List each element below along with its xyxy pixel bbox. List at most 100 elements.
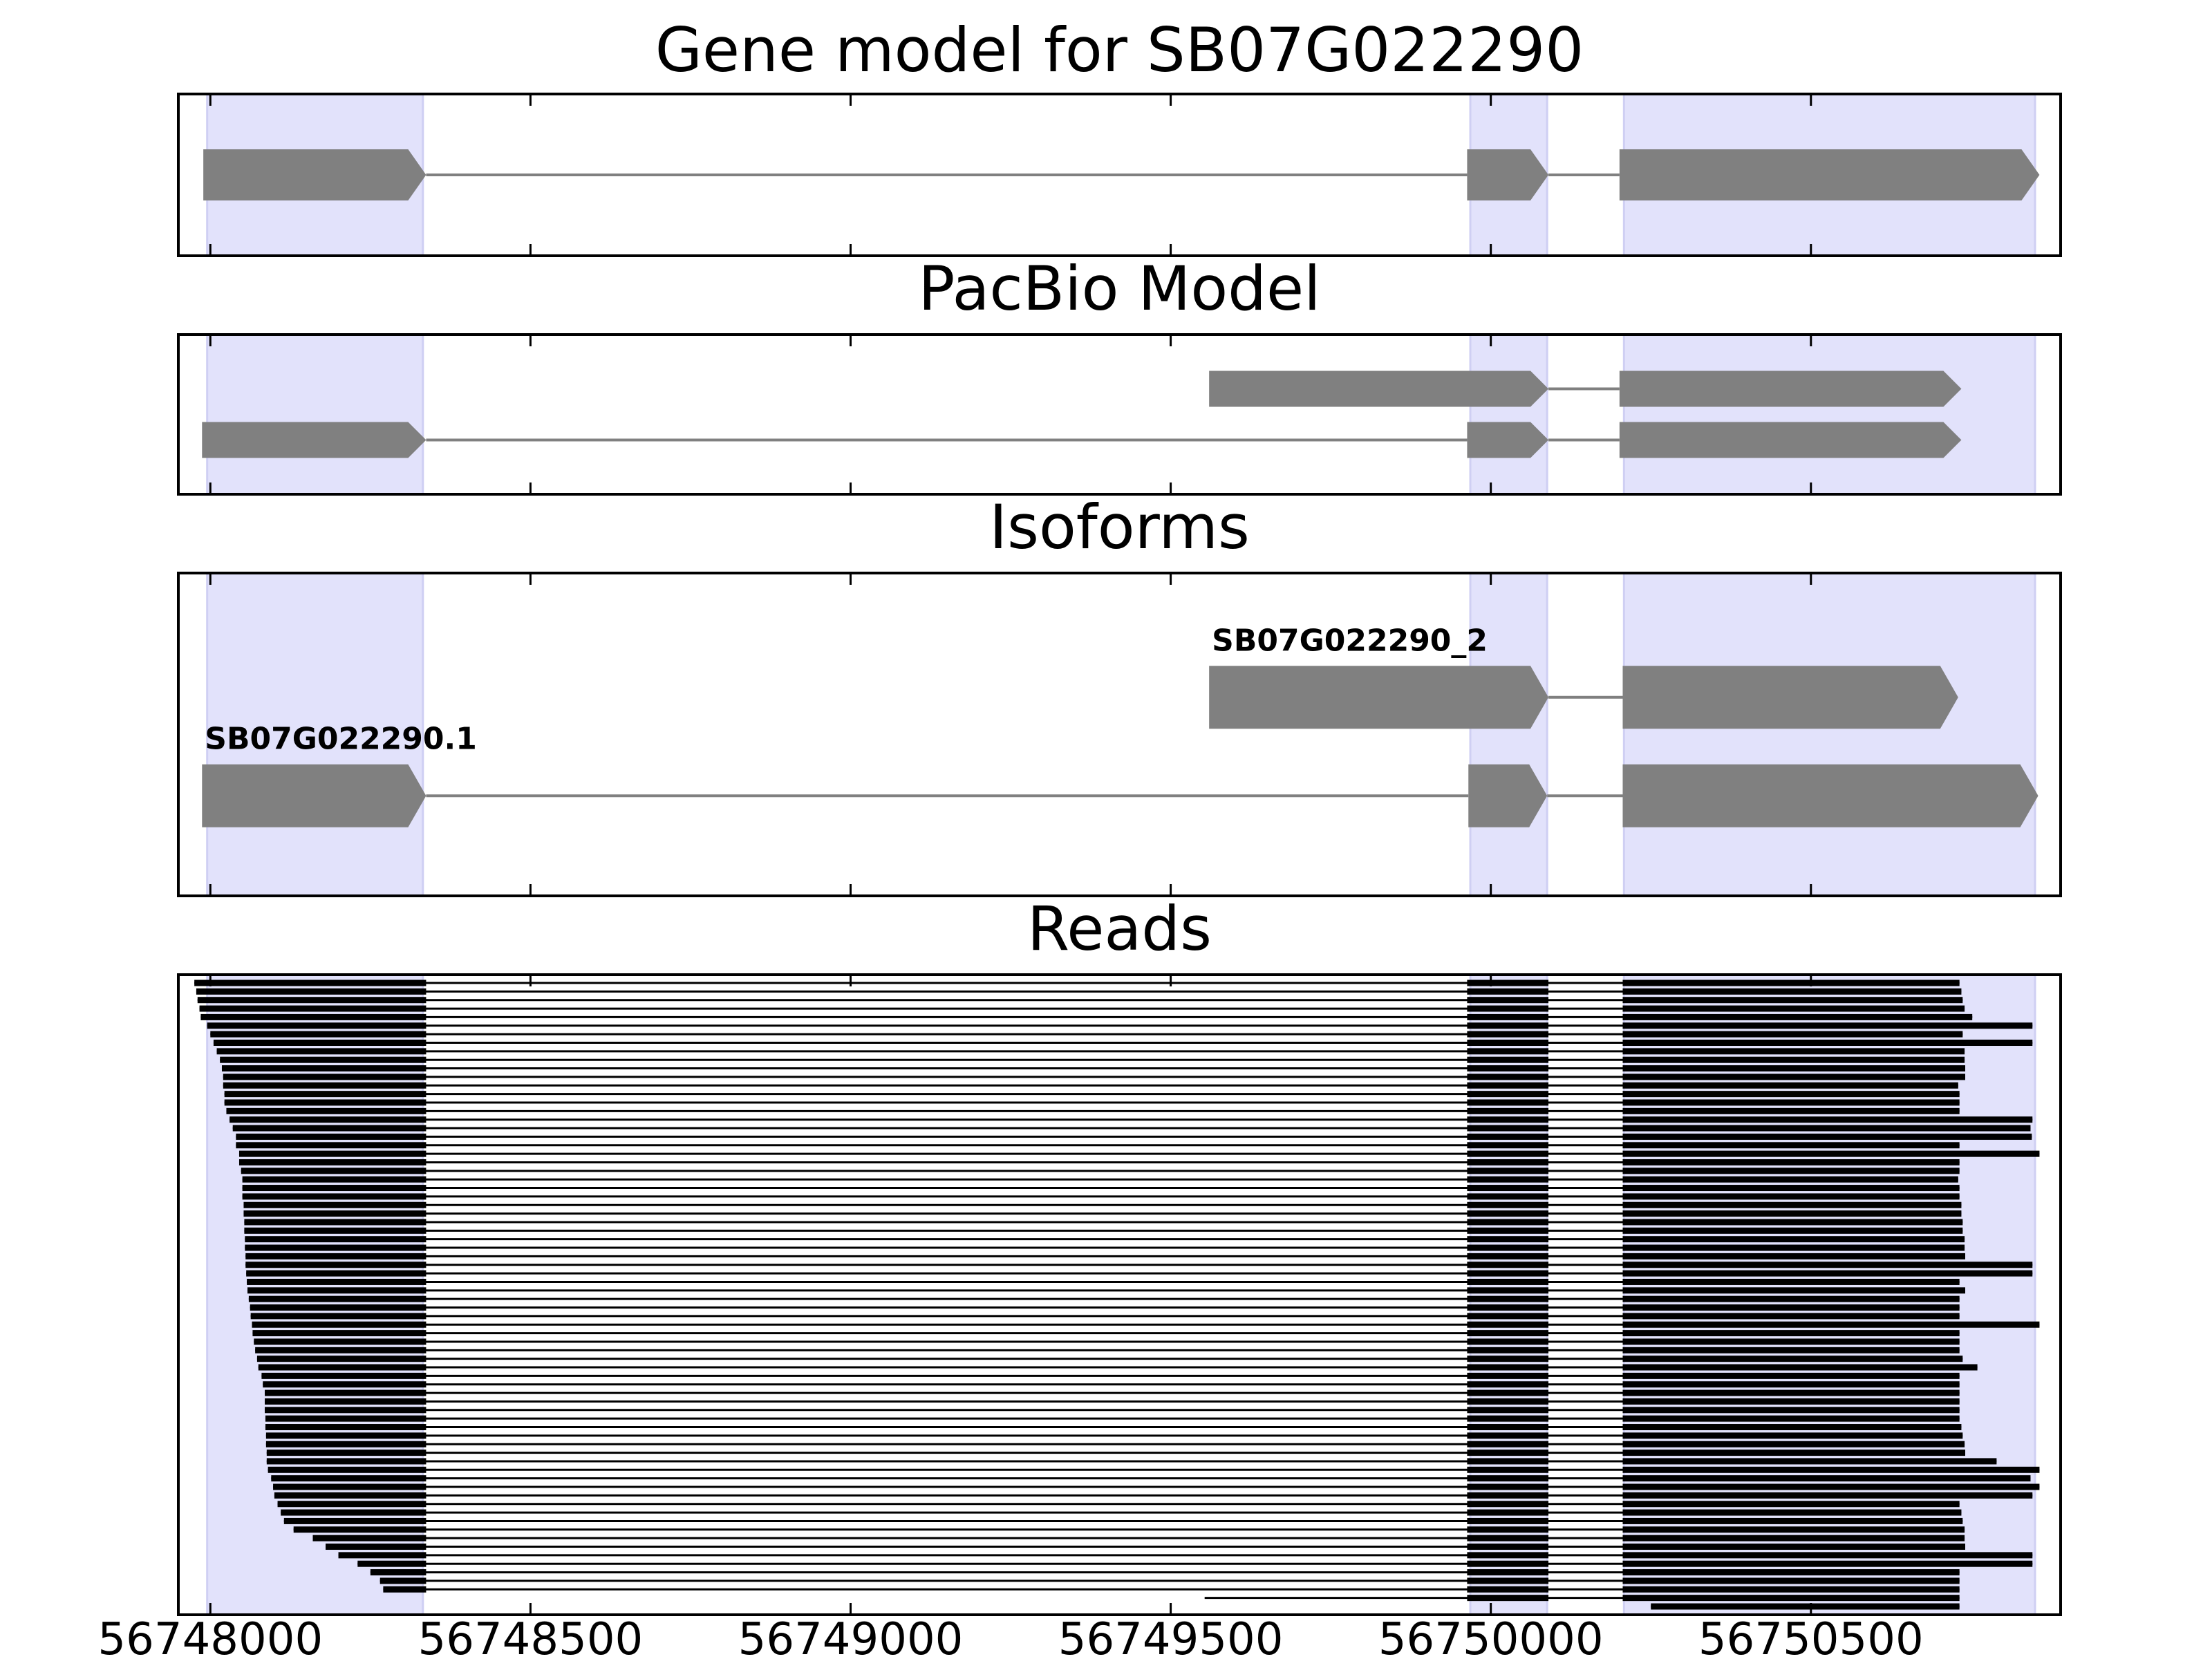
read-block (252, 1321, 427, 1328)
read-block (265, 1432, 427, 1439)
x-tick-label: 56748000 (97, 1614, 323, 1659)
read-block (370, 1569, 427, 1576)
read-block (1622, 1407, 1960, 1414)
read-block (379, 1577, 427, 1584)
read-block (1467, 1270, 1549, 1277)
read-block (1622, 1313, 1960, 1320)
read-block (1467, 1287, 1549, 1294)
exon (1619, 371, 1962, 407)
read-block (1622, 1466, 2040, 1473)
read-block (1622, 1424, 1962, 1431)
read-block (1467, 1065, 1549, 1072)
read-block (1467, 1262, 1549, 1268)
read-block (1622, 1168, 1960, 1174)
read-block (245, 1244, 427, 1251)
read-block (1622, 1031, 1963, 1038)
read-block (1622, 1338, 1960, 1345)
read-block (1467, 1313, 1549, 1320)
read-block (1467, 988, 1549, 995)
read-block (1467, 1022, 1549, 1029)
read-block (1467, 1407, 1549, 1414)
exon (1619, 149, 2040, 200)
read-block (241, 1168, 427, 1174)
read-block (1622, 1304, 1960, 1311)
read-block (1622, 1560, 2033, 1567)
read-block (1622, 1295, 1960, 1302)
read-block (242, 1193, 427, 1200)
read-block (1622, 1347, 1960, 1353)
panel-frame (177, 572, 2062, 897)
read-block (256, 1356, 427, 1362)
exon-region (206, 333, 424, 496)
read-block (1622, 1133, 2032, 1140)
read-block (1467, 1450, 1549, 1456)
read-block (223, 1074, 427, 1080)
read-block (283, 1517, 427, 1524)
exon (202, 422, 427, 458)
read-block (1622, 1253, 1965, 1259)
read-block (1467, 1441, 1549, 1447)
read-block (197, 997, 427, 1004)
read-block (1622, 1219, 1963, 1226)
read-block (229, 1116, 427, 1123)
read-block (1622, 1569, 1960, 1576)
exon (1622, 764, 2038, 827)
read-block (1467, 1586, 1549, 1593)
read-block (1467, 1031, 1549, 1038)
read-block (281, 1509, 427, 1516)
read-block (238, 1150, 427, 1157)
read-block (1622, 1193, 1960, 1200)
read-block (1467, 1048, 1549, 1055)
read-block (254, 1338, 427, 1345)
read-block (1622, 1330, 1960, 1337)
read-block (1622, 1201, 1962, 1208)
read-block (245, 1253, 427, 1259)
read-block (261, 1372, 427, 1379)
read-block (1622, 1022, 2033, 1029)
read-block (242, 1176, 427, 1183)
exon-region (1469, 973, 1548, 1616)
read-block (1622, 1595, 1960, 1602)
exon-region (1469, 572, 1548, 897)
read-block (238, 1159, 427, 1165)
read-block (1467, 1227, 1549, 1234)
read-block (1467, 1577, 1549, 1584)
read-block (312, 1535, 427, 1541)
exon (1467, 422, 1549, 458)
read-block (1467, 1082, 1549, 1089)
read-block (265, 1398, 427, 1405)
read-block (1467, 997, 1549, 1004)
read-block (277, 1501, 427, 1508)
read-block (1467, 1330, 1549, 1337)
panel-frame (177, 333, 2062, 496)
read-block (224, 1099, 427, 1106)
read-block (1622, 1099, 1960, 1106)
read-block (326, 1544, 427, 1550)
read-block (1467, 1210, 1549, 1217)
read-block (1467, 1039, 1549, 1046)
exon (1209, 666, 1549, 729)
read-block (338, 1552, 427, 1559)
read-block (1467, 1560, 1549, 1567)
read-block (1467, 1381, 1549, 1388)
read-block (1622, 1116, 2033, 1123)
read-block (1467, 1150, 1549, 1157)
read-block (1467, 1535, 1549, 1541)
exon (202, 764, 427, 827)
read-block (226, 1107, 427, 1114)
read-block (1467, 1091, 1549, 1098)
read-block (1467, 1133, 1549, 1140)
x-tick-label: 56750000 (1378, 1614, 1604, 1659)
read-block (1622, 1501, 1960, 1508)
read-block (1467, 1056, 1549, 1063)
read-block (1467, 1466, 1549, 1473)
read-block (1622, 1091, 1960, 1098)
isoform-label: SB07G022290_2 (1212, 623, 1488, 658)
read-block (1622, 1244, 1965, 1251)
read-block (1622, 988, 1962, 995)
read-block (274, 1492, 427, 1499)
read-block (196, 988, 427, 995)
exon-region (206, 572, 424, 897)
read-block (258, 1364, 427, 1371)
read-block (1467, 1372, 1549, 1379)
